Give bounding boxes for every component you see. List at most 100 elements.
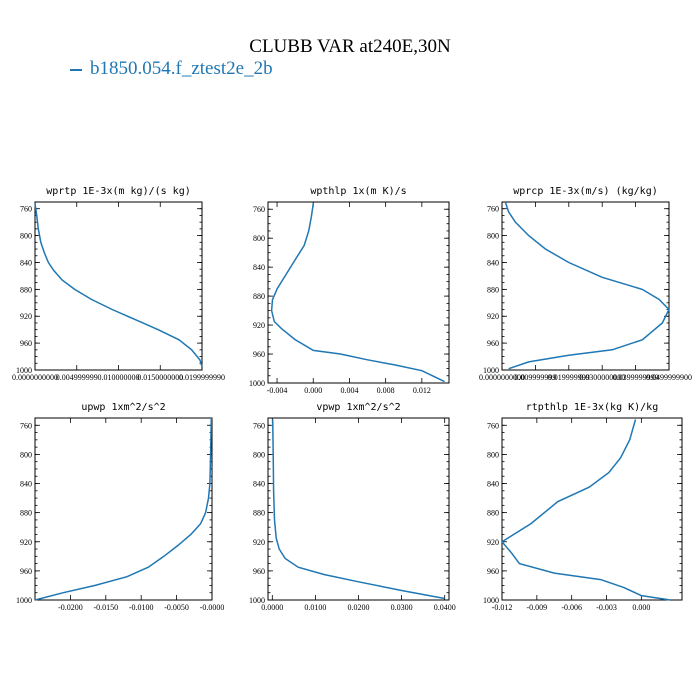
x-tick-label: 0.009999999 bbox=[514, 373, 556, 382]
y-tick-label: 800 bbox=[20, 450, 32, 459]
panel-6: rtpthlp 1E-3x(kg K)/kg 760 800 840 880 920 960… bbox=[483, 402, 683, 612]
y-tick-label: 760 bbox=[253, 421, 265, 430]
x-tick-label: -0.012 bbox=[492, 603, 513, 612]
legend-label: b1850.054.f_ztest2e_2b bbox=[90, 58, 273, 79]
x-tick-label: -0.003 bbox=[596, 603, 617, 612]
plot-frame bbox=[501, 417, 683, 601]
plot-frame bbox=[267, 417, 450, 601]
x-tick-label: 0.010000000 bbox=[98, 373, 140, 382]
y-tick-label: 840 bbox=[20, 258, 32, 267]
plot-frame bbox=[34, 201, 203, 371]
y-tick-label: 960 bbox=[20, 339, 32, 348]
panel-2: wpthlp 1x(m K)/s 760 800 840 880 920 960 1000-0… bbox=[249, 186, 450, 395]
y-tick-label: 800 bbox=[487, 232, 499, 241]
y-tick-label: 800 bbox=[20, 232, 32, 241]
y-tick-label: 920 bbox=[20, 538, 32, 547]
y-tick-label: 920 bbox=[20, 312, 32, 321]
series-line bbox=[500, 419, 671, 601]
x-tick-label: 0.0000 bbox=[261, 603, 283, 612]
series-line bbox=[270, 203, 445, 383]
y-tick-label: 840 bbox=[253, 480, 265, 489]
y-tick-label: 960 bbox=[253, 567, 265, 576]
panel-title: vpwp 1xm^2/s^2 bbox=[316, 402, 400, 413]
x-tick-label: 0.004999999 bbox=[56, 373, 98, 382]
panel-4: upwp 1xm^2/s^2 760 800 840 880 920 960 1000 -0.0… bbox=[16, 402, 224, 612]
x-tick-label: 0.012 bbox=[413, 386, 431, 395]
y-tick-label: 1000 bbox=[483, 596, 499, 605]
panel-3: wprcp 1E-3x(m/s) (kg/kg) 760 800 840 880 920 9… bbox=[479, 186, 692, 382]
y-tick-label: 920 bbox=[253, 321, 265, 330]
y-tick-label: 760 bbox=[20, 205, 32, 214]
x-tick-label: 0.0100 bbox=[304, 603, 326, 612]
panel-title: upwp 1xm^2/s^2 bbox=[81, 402, 165, 413]
y-tick-label: 840 bbox=[20, 480, 32, 489]
legend: b1850.054.f_ztest2e_2b bbox=[70, 58, 273, 80]
x-tick-label: 0.0300000000 bbox=[579, 373, 625, 382]
x-tick-label: -0.0000 bbox=[200, 603, 225, 612]
x-tick-label: 0.0150000000 bbox=[137, 373, 183, 382]
panel-title: wprtp 1E-3x(m kg)/(s kg) bbox=[46, 186, 191, 197]
y-tick-label: 1000 bbox=[483, 366, 499, 375]
y-tick-label: 920 bbox=[253, 538, 265, 547]
panel-title: rtpthlp 1E-3x(kg K)/kg bbox=[526, 402, 658, 413]
series-line bbox=[34, 203, 203, 367]
y-tick-label: 960 bbox=[20, 567, 32, 576]
y-tick-label: 880 bbox=[487, 509, 499, 518]
y-tick-label: 960 bbox=[253, 350, 265, 359]
x-tick-label: -0.0050 bbox=[164, 603, 189, 612]
y-tick-label: 800 bbox=[253, 450, 265, 459]
y-tick-label: 880 bbox=[253, 292, 265, 301]
x-tick-label: 0.0199999990 bbox=[179, 373, 225, 382]
panel-title: wpthlp 1x(m K)/s bbox=[310, 186, 406, 197]
series-line bbox=[504, 201, 670, 370]
plot-frame bbox=[34, 417, 213, 601]
y-tick-label: 1000 bbox=[16, 596, 32, 605]
y-tick-label: 760 bbox=[487, 421, 499, 430]
y-tick-label: 840 bbox=[487, 480, 499, 489]
x-tick-label: -0.0200 bbox=[58, 603, 83, 612]
plot-frame bbox=[501, 201, 670, 371]
series-line bbox=[34, 417, 213, 601]
panel-5: vpwp 1xm^2/s^2 760 800 840 880 920 960 10000.00… bbox=[249, 402, 456, 612]
y-tick-label: 800 bbox=[253, 234, 265, 243]
legend-swatch bbox=[70, 68, 82, 71]
y-tick-label: 760 bbox=[487, 205, 499, 214]
y-tick-label: 880 bbox=[487, 285, 499, 294]
series-line bbox=[271, 419, 445, 600]
x-tick-label: 0.0000000000 bbox=[479, 373, 525, 382]
x-tick-label: -0.0150 bbox=[93, 603, 118, 612]
panel-title: wprcp 1E-3x(m/s) (kg/kg) bbox=[513, 186, 658, 197]
y-tick-label: 880 bbox=[253, 509, 265, 518]
y-tick-label: 880 bbox=[20, 509, 32, 518]
y-tick-label: 920 bbox=[487, 312, 499, 321]
x-tick-label: 0.0300 bbox=[391, 603, 413, 612]
x-tick-label: -0.0100 bbox=[129, 603, 154, 612]
y-tick-label: 960 bbox=[487, 567, 499, 576]
y-tick-label: 760 bbox=[20, 421, 32, 430]
y-tick-label: 1000 bbox=[249, 596, 265, 605]
x-tick-label: 0.0400 bbox=[434, 603, 456, 612]
x-tick-label: 0.004 bbox=[340, 386, 358, 395]
x-tick-label: -0.009 bbox=[527, 603, 548, 612]
y-tick-label: 840 bbox=[487, 258, 499, 267]
x-tick-label: 0.008 bbox=[377, 386, 395, 395]
x-tick-label: 0.000 bbox=[304, 386, 322, 395]
panel-1: wprtp 1E-3x(m kg)/(s kg) 760 800 840 880 920 9… bbox=[12, 186, 225, 382]
plot-frame bbox=[267, 201, 450, 384]
y-tick-label: 800 bbox=[487, 450, 499, 459]
y-tick-label: 840 bbox=[253, 263, 265, 272]
x-tick-label: -0.004 bbox=[267, 386, 288, 395]
x-tick-label: 0.0000000000 bbox=[12, 373, 58, 382]
x-tick-label: 0.0200 bbox=[348, 603, 370, 612]
y-tick-label: 1000 bbox=[16, 366, 32, 375]
y-tick-label: 880 bbox=[20, 285, 32, 294]
x-tick-label: 0.0399999999 bbox=[613, 373, 659, 382]
y-tick-label: 920 bbox=[487, 538, 499, 547]
y-tick-label: 760 bbox=[253, 205, 265, 214]
x-tick-label: 0.0499999900 bbox=[646, 373, 692, 382]
x-tick-label: 0.000 bbox=[632, 603, 650, 612]
y-tick-label: 960 bbox=[487, 339, 499, 348]
y-tick-label: 1000 bbox=[249, 379, 265, 388]
x-tick-label: 0.019999999 bbox=[548, 373, 590, 382]
